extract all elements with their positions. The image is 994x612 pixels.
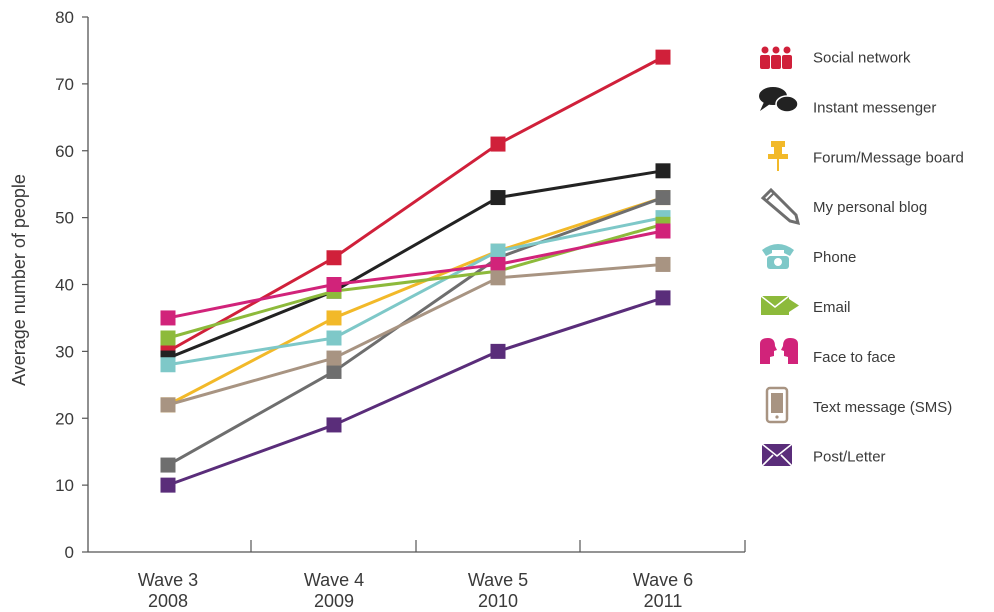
data-point	[160, 310, 176, 326]
y-tick-label: 0	[65, 543, 74, 562]
legend-label: Email	[813, 299, 851, 316]
series-line	[167, 216, 664, 367]
data-point	[655, 290, 671, 306]
series-line	[167, 55, 664, 353]
data-point	[655, 49, 671, 65]
data-point	[326, 417, 342, 433]
legend-label: Instant messenger	[813, 99, 936, 116]
legend: Social network Instant messenger Forum/Mes…	[759, 46, 964, 467]
legend-item: Face to face	[760, 338, 896, 366]
legend-item: Social network	[760, 46, 911, 69]
data-point	[160, 397, 176, 413]
telephone-icon	[762, 244, 794, 269]
legend-label: Phone	[813, 249, 856, 266]
x-tick-label-year: 2011	[644, 591, 683, 611]
data-point	[490, 190, 506, 206]
data-point	[490, 136, 506, 152]
people-group-icon	[760, 46, 792, 69]
data-point	[326, 277, 342, 292]
data-point	[490, 256, 506, 272]
legend-item: Forum/Message board	[768, 141, 964, 171]
series-line	[167, 262, 664, 407]
y-tick-label: 70	[55, 75, 74, 94]
legend-label: Social network	[813, 50, 911, 67]
x-tick-label-wave: Wave 5	[468, 570, 528, 590]
data-point	[160, 477, 176, 493]
y-tick-label: 80	[55, 8, 74, 27]
y-tick-label: 30	[55, 342, 74, 361]
data-point	[160, 457, 176, 473]
x-tick-label-year: 2008	[148, 591, 188, 611]
series-line	[167, 196, 664, 467]
legend-item: Email	[760, 295, 851, 316]
data-point	[160, 357, 176, 373]
data-point	[326, 363, 342, 379]
envelope-icon	[761, 443, 793, 467]
y-tick-label: 60	[55, 142, 74, 161]
legend-item: My personal blog	[760, 187, 927, 226]
legend-label: Face to face	[813, 349, 896, 366]
data-point	[326, 250, 342, 266]
data-point	[490, 343, 506, 359]
legend-label: Forum/Message board	[813, 149, 964, 166]
legend-label: Post/Letter	[813, 449, 886, 466]
mobile-phone-icon	[765, 386, 789, 424]
data-point	[490, 270, 506, 286]
x-tick-label-wave: Wave 3	[138, 570, 198, 590]
series-line	[167, 229, 664, 320]
faces-icon	[760, 338, 798, 364]
pushpin-icon	[768, 141, 788, 171]
y-tick-label: 10	[55, 476, 74, 495]
data-point	[655, 190, 671, 206]
pencil-icon	[760, 187, 801, 226]
y-tick-label: 20	[55, 409, 74, 428]
series-line	[167, 169, 664, 360]
y-tick-label: 50	[55, 209, 74, 228]
data-point	[326, 310, 342, 326]
x-tick-label-year: 2009	[314, 591, 354, 611]
speech-bubbles-icon	[759, 87, 799, 113]
x-tick-label-wave: Wave 6	[633, 570, 693, 590]
legend-item: Post/Letter	[761, 443, 886, 467]
data-point	[326, 350, 342, 366]
data-point	[490, 243, 506, 259]
legend-label: My personal blog	[813, 199, 927, 216]
series-layer	[160, 49, 671, 493]
legend-item: Phone	[762, 244, 856, 269]
data-point	[655, 256, 671, 272]
series-line	[167, 296, 664, 487]
x-tick-label-year: 2010	[478, 591, 518, 611]
y-tick-label: 40	[55, 276, 74, 295]
data-point	[655, 223, 671, 239]
legend-item: Text message (SMS)	[765, 386, 952, 424]
series-line	[167, 196, 664, 407]
data-point	[160, 330, 176, 346]
x-tick-label-wave: Wave 4	[304, 570, 364, 590]
data-point	[655, 163, 671, 179]
y-axis-label: Average number of people	[9, 174, 29, 386]
envelope-arrow-icon	[760, 295, 799, 315]
legend-label: Text message (SMS)	[813, 399, 952, 416]
data-point	[326, 330, 342, 346]
legend-item: Instant messenger	[759, 87, 936, 116]
